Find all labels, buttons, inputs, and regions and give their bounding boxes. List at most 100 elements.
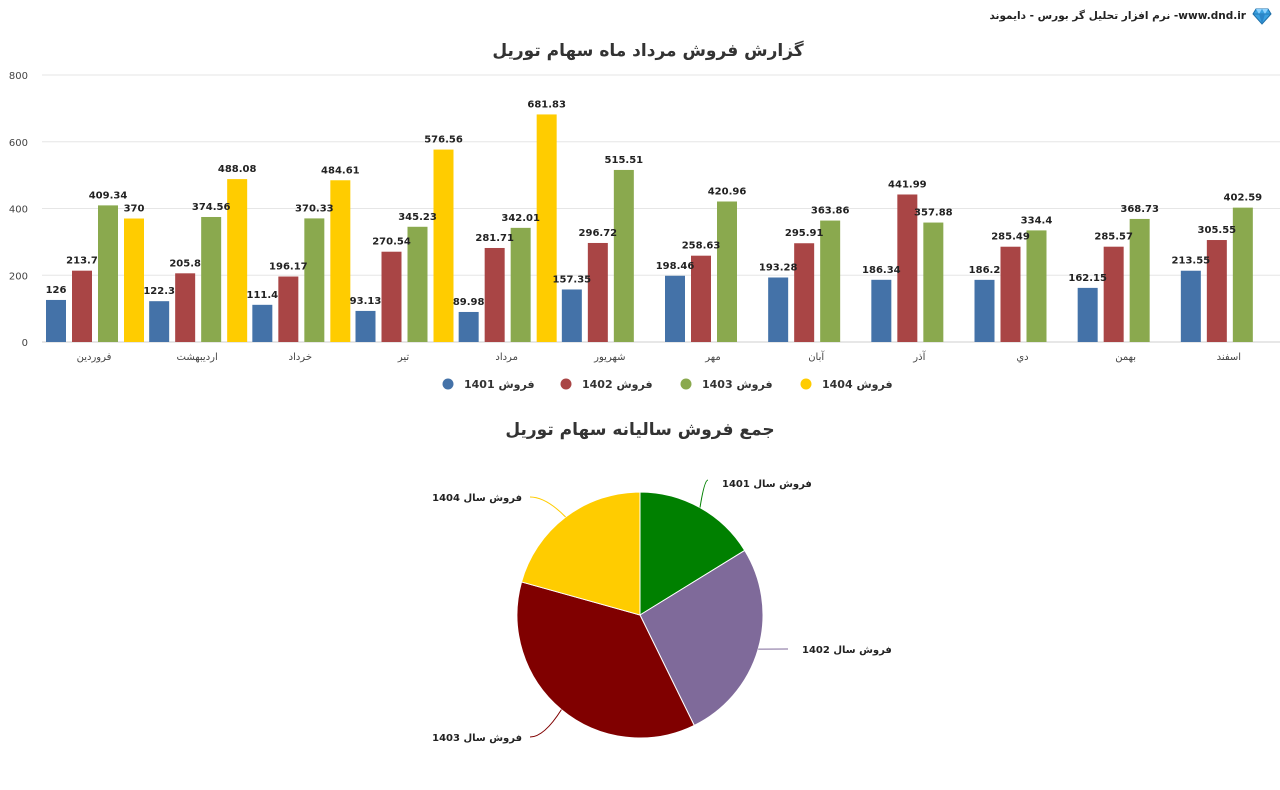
diamond-icon: [1252, 8, 1272, 25]
bar: [536, 114, 557, 342]
leader-line: [699, 479, 709, 508]
bar: [587, 242, 608, 342]
data-label: 409.34: [89, 190, 128, 201]
y-tick-label: 200: [9, 271, 28, 282]
x-tick-label: فروردین: [77, 352, 112, 363]
bar: [149, 301, 170, 342]
x-tick-label: اردیبهشت: [177, 352, 218, 363]
legend-marker: [680, 378, 692, 390]
data-label: 488.08: [218, 164, 257, 175]
data-label: 126: [46, 285, 67, 296]
brand-header: نرم افزار تحلیل گر بورس - دایموند -www.d…: [989, 6, 1272, 26]
pie-chart-slices: [516, 491, 764, 739]
x-tick-label: دي: [1016, 352, 1028, 363]
bar-chart-legend: فروش 1401 فروش 1402 فروش 1403 فروش 1404: [442, 378, 893, 391]
bar-chart-grid: [42, 74, 1280, 343]
x-tick-label: آبان: [808, 350, 825, 363]
bar: [820, 220, 841, 342]
bar-chart-title: گزارش فروش مرداد ماه سهام توریل: [492, 40, 803, 61]
bar: [717, 201, 737, 342]
pie-slice: [520, 491, 641, 616]
legend-marker: [800, 378, 812, 390]
bar: [794, 243, 815, 342]
data-label: 334.4: [1021, 215, 1053, 226]
bar: [665, 275, 685, 342]
bar: [201, 216, 222, 342]
bar: [278, 276, 299, 342]
bar: [923, 222, 944, 342]
bar: [768, 277, 789, 342]
bar: [330, 180, 351, 342]
bar: [1232, 207, 1253, 342]
data-label: 345.23: [398, 212, 437, 223]
data-label: 681.83: [527, 99, 566, 110]
data-label: 370: [124, 204, 145, 215]
x-tick-label: مرداد: [495, 352, 518, 363]
x-tick-label: بهمن: [1115, 352, 1136, 363]
bar: [1077, 287, 1098, 342]
bar: [252, 304, 273, 342]
bar: [1000, 246, 1021, 342]
slice-label: فروش سال 1403: [432, 733, 522, 744]
data-label: 402.59: [1224, 193, 1263, 204]
y-tick-label: 400: [9, 205, 28, 216]
data-label: 205.8: [169, 258, 201, 269]
data-label: 420.96: [708, 187, 747, 198]
data-label: 441.99: [888, 179, 927, 190]
pie-chart-title: جمع فروش سالیانه سهام توریل: [505, 420, 774, 440]
bar: [458, 311, 479, 342]
pie-slice: [516, 581, 695, 739]
data-label: 285.49: [991, 232, 1030, 243]
data-label: 198.46: [656, 261, 695, 272]
legend-label: فروش 1403: [702, 378, 773, 391]
bar: [484, 247, 505, 342]
legend-marker: [560, 378, 572, 390]
data-label: 342.01: [501, 213, 540, 224]
bar: [124, 218, 144, 342]
bar: [72, 270, 92, 342]
data-label: 363.86: [811, 206, 850, 217]
pie-slice: [639, 549, 764, 727]
data-label: 157.35: [553, 274, 592, 285]
data-label: 368.73: [1120, 204, 1159, 215]
brand-text: نرم افزار تحلیل گر بورس - دایموند -www.d…: [989, 10, 1246, 22]
bar: [407, 226, 428, 342]
y-tick-label: 0: [22, 338, 28, 349]
bar: [897, 194, 918, 342]
bar-chart-bars: [46, 114, 1253, 342]
data-label: 281.71: [475, 233, 514, 244]
data-label: 305.55: [1198, 225, 1237, 236]
y-tick-label: 600: [9, 138, 28, 149]
data-label: 196.17: [269, 262, 308, 273]
bar: [974, 279, 995, 342]
data-label: 576.56: [424, 135, 463, 146]
data-label: 296.72: [579, 228, 618, 239]
x-tick-label: اسفند: [1217, 352, 1241, 363]
bar: [46, 299, 66, 342]
x-tick-label: تیر: [397, 352, 410, 363]
bar: [433, 149, 454, 342]
data-label: 186.2: [969, 265, 1001, 276]
data-label: 484.61: [321, 165, 360, 176]
bar-chart-x-axis: فروردین اردیبهشت خرداد تیر مرداد شهریور مهر آبا…: [77, 350, 1241, 363]
bar: [691, 255, 711, 342]
data-label: 270.54: [372, 237, 411, 248]
data-label: 357.88: [914, 208, 953, 219]
data-label: 213.55: [1172, 256, 1211, 267]
data-label: 258.63: [682, 241, 721, 252]
data-label: 374.56: [192, 202, 231, 213]
bar: [1180, 270, 1201, 342]
slice-label: فروش سال 1404: [432, 493, 522, 504]
x-tick-label: آذر: [912, 350, 926, 363]
bar: [1129, 218, 1150, 342]
y-tick-label: 800: [9, 71, 28, 82]
bar: [175, 273, 196, 342]
x-tick-label: مهر: [704, 352, 720, 363]
data-label: 111.4: [247, 290, 279, 301]
data-label: 515.51: [605, 155, 644, 166]
pie-chart-labels: فروش سال 1401 فروش سال 1402 فروش سال 1403 ف…: [432, 479, 892, 744]
data-label: 370.33: [295, 203, 334, 214]
bar: [304, 218, 325, 342]
bar: [381, 251, 402, 342]
